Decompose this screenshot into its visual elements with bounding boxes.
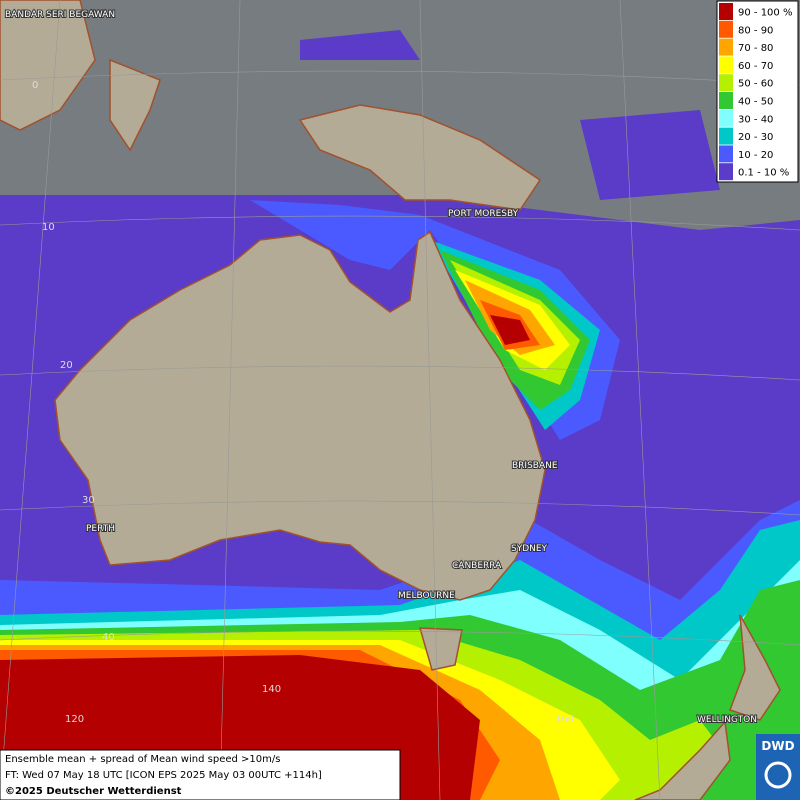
legend-label: 0.1 - 10 % xyxy=(738,168,789,179)
footer-text: Ensemble mean + spread of Mean wind spee… xyxy=(5,754,280,765)
land xyxy=(0,0,781,800)
grid-label: 10 xyxy=(42,222,55,233)
legend-label: 60 - 70 xyxy=(738,61,773,72)
legend-label: 50 - 60 xyxy=(738,79,773,90)
legend-swatch xyxy=(719,3,733,20)
grid-label: 140 xyxy=(262,684,281,695)
city-label: WELLINGTON xyxy=(697,715,757,725)
footer-text: ©2025 Deutscher Wetterdienst xyxy=(5,786,182,797)
logo-icon xyxy=(764,761,792,789)
city-label: PORT MORESBY xyxy=(448,209,519,219)
legend-label: 20 - 30 xyxy=(738,132,773,143)
australia xyxy=(54,230,546,601)
grid-label: 30 xyxy=(82,495,95,506)
nz-south xyxy=(634,720,731,800)
grid-label: 40 xyxy=(102,632,115,643)
city-label: BANDAR SERI BEGAWAN xyxy=(5,10,115,20)
legend-swatch xyxy=(719,127,733,145)
longitude-line xyxy=(0,0,661,800)
legend-label: 10 - 20 xyxy=(738,150,773,161)
shade xyxy=(0,315,530,800)
city-label: BRISBANE xyxy=(512,461,558,471)
nz-north xyxy=(729,614,781,721)
legend-label: 40 - 50 xyxy=(738,97,773,108)
legend-swatch xyxy=(719,163,733,181)
legend-label: 90 - 100 % xyxy=(738,8,792,19)
legend-swatch xyxy=(719,56,733,74)
grid-label: 160 xyxy=(555,714,574,725)
footer-text: FT: Wed 07 May 18 UTC [ICON EPS 2025 May… xyxy=(5,770,322,781)
legend-label: 30 - 40 xyxy=(738,114,773,125)
legend-swatch xyxy=(719,145,733,163)
legend-swatch xyxy=(719,109,733,127)
legend-swatch xyxy=(719,92,733,109)
latitude-line xyxy=(0,70,800,646)
tasmania xyxy=(418,627,463,671)
legend-swatch xyxy=(719,20,733,38)
city-label: MELBOURNE xyxy=(398,591,455,601)
grid-label: 120 xyxy=(65,714,84,725)
footer-box xyxy=(0,749,401,800)
grid-label: 0 xyxy=(32,80,38,91)
new-guinea xyxy=(298,104,542,211)
legend-swatch xyxy=(719,38,733,56)
logo: DWD xyxy=(761,739,794,753)
city-label: CANBERRA xyxy=(452,561,502,571)
legend-label: 70 - 80 xyxy=(738,43,773,54)
grid-label: 20 xyxy=(60,360,73,371)
logo-box xyxy=(756,734,800,800)
city-label: PERTH xyxy=(86,524,115,534)
borneo xyxy=(0,0,96,131)
legend: 90 - 100 % 80 - 90 70 - 80 60 - 70 50 - 60 40… xyxy=(716,0,799,183)
sulawesi xyxy=(109,58,161,152)
legend-label: 80 - 90 xyxy=(738,25,773,36)
city-label: SYDNEY xyxy=(511,544,548,554)
legend-swatch xyxy=(719,74,733,92)
